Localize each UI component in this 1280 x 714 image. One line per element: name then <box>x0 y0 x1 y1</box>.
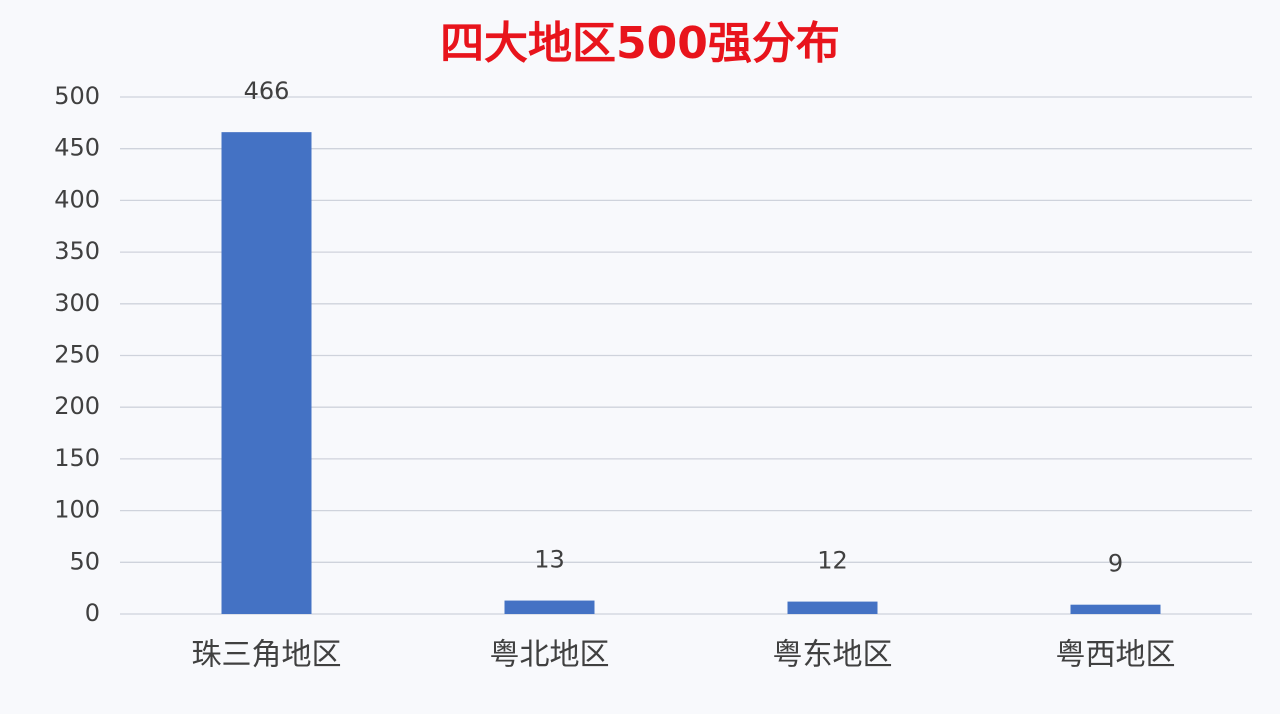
y-tick-label: 200 <box>54 392 100 420</box>
x-tick-label: 粤北地区 <box>490 638 610 673</box>
y-tick-label: 300 <box>54 289 100 317</box>
y-tick-label: 50 <box>69 547 100 575</box>
y-tick-label: 350 <box>54 237 100 265</box>
y-tick-label: 400 <box>54 185 100 213</box>
chart-title: 四大地区500强分布 <box>440 18 840 69</box>
y-tick-label: 100 <box>54 496 100 524</box>
y-tick-label: 150 <box>54 444 100 472</box>
x-tick-label: 粤东地区 <box>773 638 893 673</box>
y-tick-label: 450 <box>54 134 100 162</box>
bar <box>1070 604 1161 614</box>
y-tick-label: 500 <box>54 82 100 110</box>
x-tick-label: 珠三角地区 <box>192 638 342 673</box>
y-tick-label: 250 <box>54 341 100 369</box>
value-label: 466 <box>244 77 290 105</box>
value-label: 12 <box>817 547 848 575</box>
bar <box>787 601 878 614</box>
bar <box>504 600 595 614</box>
value-label: 13 <box>534 546 565 574</box>
y-tick-label: 0 <box>85 599 100 627</box>
bar <box>221 132 312 614</box>
value-label: 9 <box>1108 550 1123 578</box>
x-tick-label: 粤西地区 <box>1056 638 1176 673</box>
